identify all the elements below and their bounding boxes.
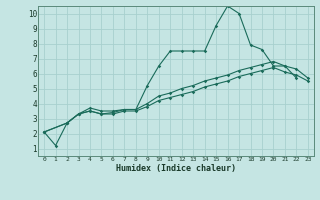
X-axis label: Humidex (Indice chaleur): Humidex (Indice chaleur) (116, 164, 236, 173)
